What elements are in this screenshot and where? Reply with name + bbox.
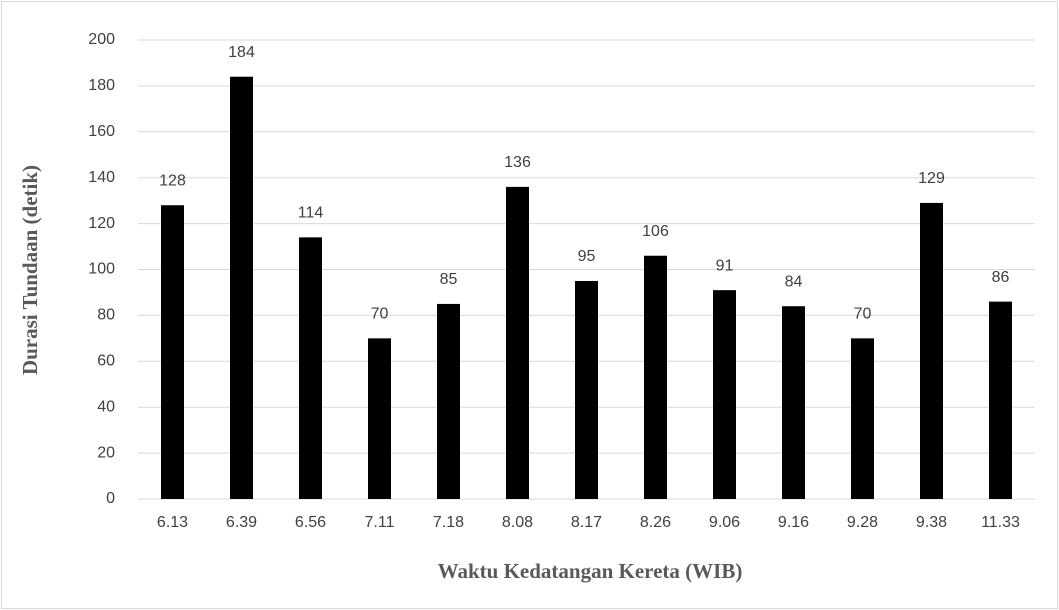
y-tick-label: 20	[97, 444, 115, 461]
x-tick-label: 9.28	[847, 514, 878, 531]
x-tick-label: 8.17	[571, 514, 602, 531]
x-tick-label: 9.38	[916, 514, 947, 531]
y-tick-label: 0	[106, 490, 115, 507]
data-label: 129	[918, 170, 945, 187]
bar	[713, 290, 736, 499]
x-tick-label: 6.56	[295, 514, 326, 531]
data-label: 114	[298, 205, 324, 222]
bar	[851, 338, 874, 499]
x-tick-label: 6.39	[226, 514, 257, 531]
y-tick-label: 200	[88, 31, 115, 48]
bar	[989, 301, 1012, 499]
data-label: 184	[228, 44, 255, 61]
x-tick-label: 9.06	[709, 514, 740, 531]
y-tick-label: 120	[88, 215, 115, 232]
y-tick-label: 40	[97, 398, 115, 415]
data-label: 128	[159, 172, 186, 189]
x-tick-label: 9.16	[778, 514, 809, 531]
x-tick-label: 7.11	[365, 514, 395, 531]
y-tick-label: 180	[88, 77, 115, 94]
bar	[644, 255, 667, 499]
bar	[782, 306, 805, 499]
x-tick-label: 8.08	[502, 514, 533, 531]
bar	[506, 186, 529, 499]
data-label: 106	[642, 223, 669, 240]
data-label: 84	[785, 273, 803, 290]
bar	[161, 205, 184, 500]
bar	[299, 237, 322, 499]
x-tick-label: 7.18	[433, 514, 464, 531]
y-tick-label: 80	[97, 307, 115, 324]
y-tick-label: 140	[88, 169, 115, 186]
data-label: 85	[440, 271, 458, 288]
y-tick-label: 160	[88, 123, 115, 140]
x-axis-title: Waktu Kedatangan Kereta (WIB)	[438, 559, 743, 583]
data-label: 95	[578, 248, 596, 265]
y-axis-title: Durasi Tundaan (detik)	[18, 165, 42, 375]
data-label: 70	[854, 306, 872, 323]
bar	[368, 338, 391, 499]
data-label: 91	[716, 257, 734, 274]
x-tick-label: 8.26	[640, 514, 671, 531]
y-tick-label: 60	[97, 353, 115, 370]
data-label: 136	[504, 154, 531, 171]
bar	[575, 280, 598, 499]
bar	[437, 303, 460, 499]
y-tick-label: 100	[88, 261, 115, 278]
data-label: 86	[992, 269, 1010, 286]
x-tick-label: 6.13	[157, 514, 188, 531]
bar	[920, 202, 943, 499]
bar	[230, 76, 253, 499]
data-label: 70	[371, 306, 389, 323]
x-tick-label: 11.33	[981, 514, 1020, 531]
